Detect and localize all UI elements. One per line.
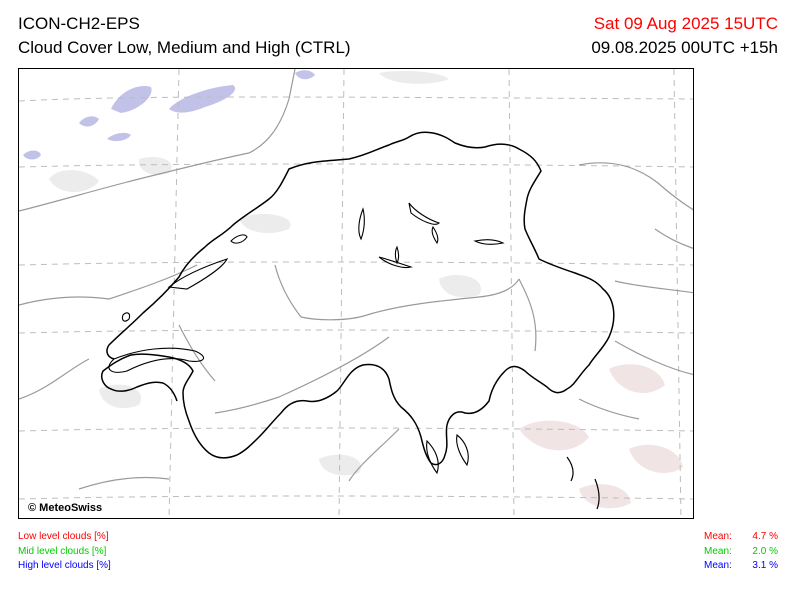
product-title: Cloud Cover Low, Medium and High (CTRL): [18, 38, 351, 57]
copyright-label: © MeteoSwiss: [25, 502, 106, 514]
lakes: [108, 202, 505, 475]
mean-low-label: Mean:: [704, 531, 732, 542]
cloud-cover-map[interactable]: © MeteoSwiss: [18, 68, 694, 519]
model-title: ICON-CH2-EPS: [18, 14, 140, 33]
run-time: 09.08.2025 00UTC +15h: [591, 38, 778, 57]
legend-mid-clouds: Mid level clouds [%]: [18, 546, 107, 557]
lat-lon-grid: [19, 69, 693, 518]
mean-mid-label: Mean:: [704, 546, 732, 557]
mean-low-value: 4.7 %: [752, 531, 778, 542]
mid-cloud-patches: [49, 71, 481, 476]
southern-border-fragment: [566, 456, 600, 510]
foreign-borders: [19, 69, 693, 490]
mean-high-value: 3.1 %: [752, 560, 778, 571]
mean-high-label: Mean:: [704, 560, 732, 571]
map-canvas: [19, 69, 693, 518]
swiss-border: [100, 131, 615, 466]
legend-high-clouds: High level clouds [%]: [18, 560, 111, 571]
low-cloud-patches: [519, 364, 683, 509]
mean-mid-value: 2.0 %: [752, 546, 778, 557]
legend-low-clouds: Low level clouds [%]: [18, 531, 109, 542]
high-cloud-patches: [23, 70, 315, 160]
valid-time: Sat 09 Aug 2025 15UTC: [593, 14, 778, 33]
